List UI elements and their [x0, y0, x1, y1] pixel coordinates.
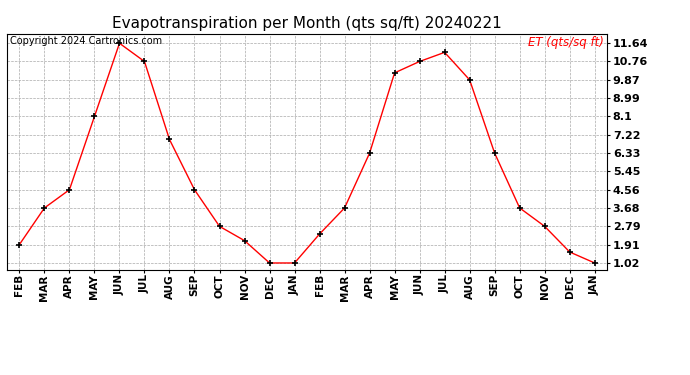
Text: ET (qts/sq ft): ET (qts/sq ft): [529, 36, 604, 49]
Title: Evapotranspiration per Month (qts sq/ft) 20240221: Evapotranspiration per Month (qts sq/ft)…: [112, 16, 502, 31]
Text: Copyright 2024 Cartronics.com: Copyright 2024 Cartronics.com: [10, 36, 162, 46]
